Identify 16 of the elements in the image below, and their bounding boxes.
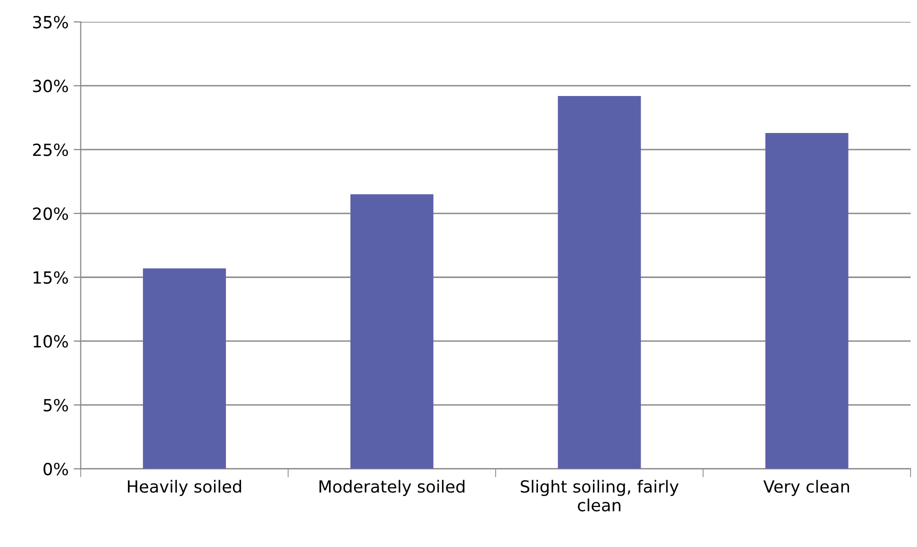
bar [765, 132, 848, 469]
y-tick-label: 10% [34, 335, 68, 348]
x-tick-label: Very clean [763, 480, 850, 496]
y-tick-label: 20% [33, 207, 68, 220]
bar [350, 194, 434, 469]
y-tick-label: 5% [44, 398, 68, 412]
y-tick-label: 35% [33, 16, 68, 28]
y-tick-label: 30% [33, 80, 68, 92]
bar [142, 268, 226, 469]
y-tick-label: 0% [44, 462, 68, 476]
x-tick-label: Slight soiling, fairly clean [520, 480, 679, 512]
x-tick-label: Moderately soiled [320, 480, 464, 496]
y-tick-label: 25% [33, 144, 68, 156]
x-tick-label: Heavily soiled [128, 480, 242, 496]
y-tick-label: 15% [34, 271, 68, 284]
bar [558, 96, 641, 469]
